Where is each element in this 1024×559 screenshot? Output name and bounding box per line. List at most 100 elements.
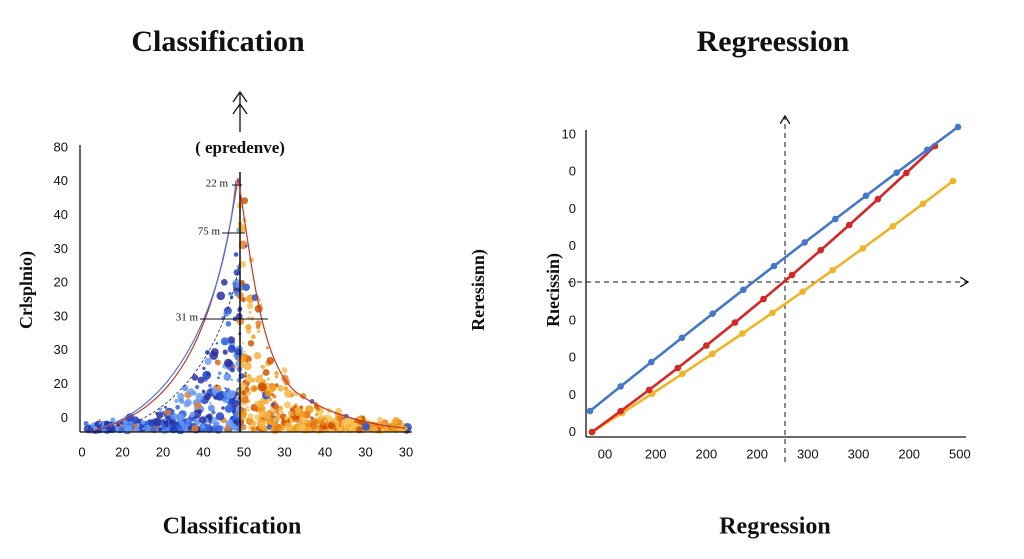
scatter-point: [199, 416, 207, 424]
y-tick-label: 0: [569, 238, 576, 253]
scatter-point: [241, 197, 249, 205]
scatter-point: [83, 421, 89, 426]
line-point: [829, 266, 836, 274]
scatter-point: [221, 406, 225, 410]
x-tick-label: 20: [156, 444, 170, 459]
scatter-point: [246, 328, 252, 334]
scatter-point: [269, 407, 274, 413]
scatter-point: [195, 392, 204, 401]
scatter-point: [320, 421, 326, 427]
line-point: [678, 334, 686, 342]
scatter-point: [187, 388, 195, 396]
scatter-point: [284, 416, 289, 421]
scatter-point: [254, 400, 260, 406]
scatter-point: [244, 388, 249, 393]
line-point: [709, 310, 716, 317]
scatter-point: [230, 378, 233, 381]
scatter-point: [289, 407, 294, 412]
scatter-point: [295, 419, 300, 423]
scatter-point: [244, 371, 247, 375]
scatter-point: [224, 387, 227, 390]
scatter-point: [134, 426, 140, 433]
line-point: [645, 386, 653, 394]
line-point: [739, 330, 746, 337]
annotation: 75 m: [198, 226, 221, 238]
scatter-point: [273, 423, 282, 432]
scatter-point: [234, 290, 240, 297]
scatter-point: [197, 376, 205, 384]
scatter-point: [98, 418, 101, 422]
scatter-point: [230, 416, 234, 419]
scatter-point: [280, 410, 284, 414]
regression-lines: [586, 123, 962, 436]
scatter-point: [222, 349, 228, 355]
scatter-point: [169, 425, 178, 434]
scatter-point: [232, 365, 237, 369]
scatter-point: [150, 425, 157, 433]
line-point: [801, 239, 808, 246]
scatter-point: [274, 371, 279, 376]
scatter-point: [168, 418, 176, 426]
scatter-point: [258, 377, 261, 380]
y-tick-label: 30: [54, 241, 68, 256]
scatter-point: [318, 427, 323, 432]
scatter-point: [284, 389, 293, 398]
scatter-point: [392, 417, 400, 425]
line-point: [817, 246, 824, 254]
line-point: [709, 350, 716, 358]
scatter-point: [233, 269, 240, 276]
scatter-point: [306, 424, 309, 427]
line-point: [586, 407, 594, 415]
y-tick-label: 0: [569, 275, 576, 290]
scatter-point: [101, 427, 108, 433]
scatter-point: [361, 422, 370, 431]
scatter-point: [118, 426, 125, 433]
x-tick-label: 200: [898, 446, 920, 461]
scatter-point: [283, 401, 291, 409]
scatter-point: [208, 383, 212, 388]
scatter-point: [155, 411, 159, 415]
scatter-point: [227, 421, 235, 429]
scatter-point: [277, 385, 284, 392]
scatter-point: [202, 366, 206, 371]
scatter-point: [158, 407, 163, 412]
scatter-point: [84, 426, 89, 431]
scatter-point: [207, 404, 215, 412]
scatter-point: [144, 424, 152, 432]
right-title: Regreession: [697, 25, 850, 58]
scatter-point: [310, 418, 319, 427]
y-tick-label: 20: [54, 376, 68, 391]
scatter-point: [202, 370, 212, 380]
scatter-point: [235, 397, 238, 401]
x-tick-label: 40: [318, 444, 332, 459]
regression-line: [591, 145, 936, 434]
scatter-point: [247, 408, 250, 412]
scatter-point: [260, 364, 266, 370]
scatter-point: [164, 405, 167, 409]
scatter-point: [110, 417, 116, 423]
x-tick-label: 40: [196, 444, 210, 459]
line-point: [903, 169, 910, 177]
scatter-point: [275, 375, 278, 379]
x-tick-label: 500: [949, 446, 971, 461]
scatter-point: [206, 413, 213, 420]
scatter-point: [272, 394, 277, 399]
y-tick-label: 0: [61, 410, 68, 425]
scatter-point: [187, 426, 192, 430]
left-y-label: Crlsplnio): [16, 251, 37, 329]
y-tick-label: 30: [54, 308, 68, 323]
line-point: [862, 192, 870, 200]
scatter-point: [314, 413, 319, 417]
scatter-point: [244, 244, 248, 248]
scatter-point: [207, 420, 210, 423]
scatter-point: [235, 406, 242, 413]
scatter-point: [131, 416, 140, 424]
scatter-point: [164, 426, 171, 433]
scatter-point: [194, 384, 200, 390]
scatter-point: [192, 409, 202, 419]
line-point: [588, 428, 596, 436]
scatter-point: [396, 424, 404, 432]
scatter-point: [222, 391, 226, 394]
line-point: [617, 383, 624, 390]
scatter-point: [327, 421, 335, 430]
